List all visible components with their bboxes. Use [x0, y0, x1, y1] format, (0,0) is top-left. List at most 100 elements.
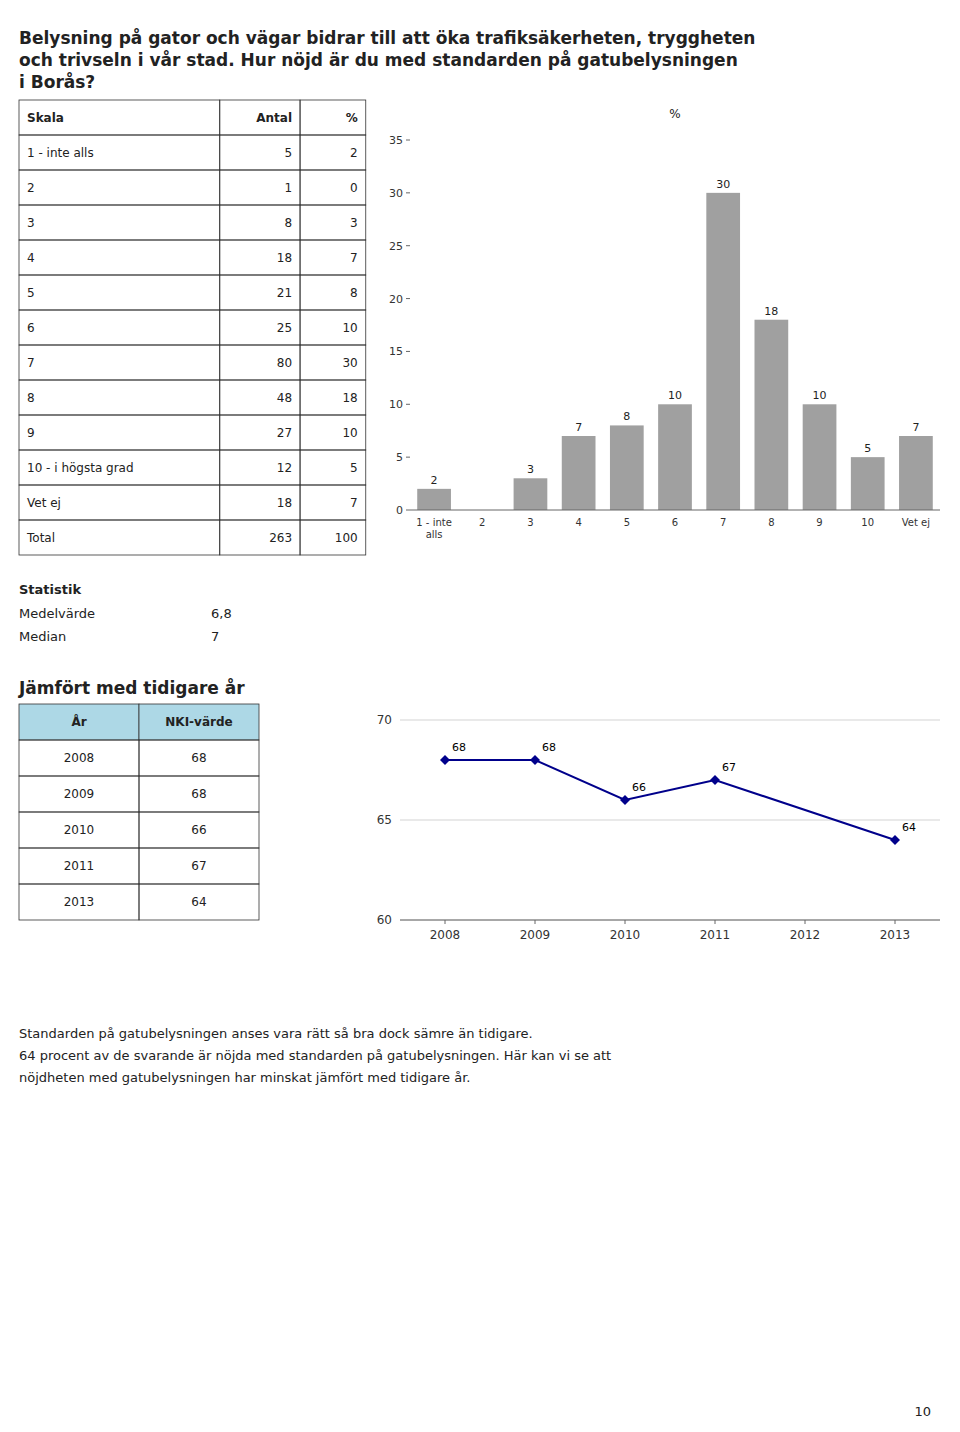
title: och trivseln i vår stad. Hur nöjd är du … [19, 49, 738, 70]
table-text: 2011 [64, 859, 95, 873]
table-text: 18 [277, 496, 292, 510]
tick-label: Vet ej [902, 517, 930, 528]
table-text: 2008 [64, 751, 95, 765]
tick-label: 2 [479, 517, 485, 528]
table-cell [19, 848, 139, 884]
table-header: NKI-värde [165, 715, 232, 729]
table-text: 10 [342, 426, 357, 440]
table-cell [19, 100, 220, 135]
table-cell [300, 380, 366, 415]
tick-label: 8 [768, 517, 774, 528]
table-text: 3 [350, 216, 358, 230]
table-text: 8 [284, 216, 292, 230]
data-label: 10 [668, 389, 682, 402]
x-axis [410, 510, 940, 511]
table-cell [220, 310, 300, 345]
bar [562, 436, 596, 510]
table: SkalaAntal%1 - inte alls5221038341875218… [19, 100, 366, 555]
table-cell [300, 415, 366, 450]
footer-text: nöjdheten med gatubelysningen har minska… [19, 1070, 471, 1085]
tick-label: 7 [720, 517, 726, 528]
tick-label: 2009 [520, 928, 551, 942]
stat-value: 7 [211, 629, 219, 644]
stat-label: Median [19, 629, 66, 644]
table-text: 2 [350, 146, 358, 160]
table-cell [300, 520, 366, 555]
table-cell [300, 345, 366, 380]
table-cell [220, 135, 300, 170]
table-text: 7 [350, 251, 358, 265]
bar [706, 193, 740, 510]
tick-label: 6 [672, 517, 678, 528]
table-text: 4 [27, 251, 35, 265]
data-label: 7 [575, 421, 582, 434]
table-cell [19, 740, 139, 776]
bar [417, 489, 451, 510]
table-text: 2013 [64, 895, 95, 909]
table-cell [19, 704, 139, 740]
table-cell [300, 170, 366, 205]
table-header: Antal [256, 111, 292, 125]
title: i Borås? [19, 71, 95, 92]
table-text: 18 [277, 251, 292, 265]
tick-label: 2012 [790, 928, 821, 942]
tick-label: 35 [389, 134, 403, 147]
table-cell [220, 450, 300, 485]
tick-label: 25 [389, 240, 403, 253]
table-text: Total [26, 531, 55, 545]
stat-title: Statistik [19, 582, 81, 597]
tick-label: 2011 [700, 928, 731, 942]
table-text: 5 [350, 461, 358, 475]
table-text: 8 [350, 286, 358, 300]
table-cell [139, 776, 259, 812]
data-label: 5 [864, 442, 871, 455]
tick-label-line: 1 - inte [416, 517, 452, 528]
page: Belysning på gator och vägar bidrar till… [0, 0, 960, 1432]
table-cell [139, 704, 259, 740]
stat-value: 6,8 [211, 606, 232, 621]
bar [851, 457, 885, 510]
table-text: 5 [27, 286, 35, 300]
tick-label: 0 [396, 504, 403, 517]
grid-line [400, 920, 940, 921]
tick-label: 15 [389, 345, 403, 358]
table-text: 10 [342, 321, 357, 335]
tick [406, 404, 410, 405]
table-cell [19, 450, 220, 485]
tick-label-line: alls [426, 529, 443, 540]
tick-label: 5 [624, 517, 630, 528]
table-cell [139, 740, 259, 776]
tick-label: 10 [861, 517, 874, 528]
table-text: 2010 [64, 823, 95, 837]
table-text: 0 [350, 181, 358, 195]
marker [890, 835, 900, 845]
bar [803, 404, 837, 510]
bars [417, 193, 933, 510]
table-text: 67 [191, 859, 206, 873]
tick-label-line: 3 [527, 517, 533, 528]
tick-label-line: 7 [720, 517, 726, 528]
table-cell [19, 240, 220, 275]
tick-label-line: 2 [479, 517, 485, 528]
tick-label: 65 [377, 813, 392, 827]
tick [406, 140, 410, 141]
data-label: 8 [623, 410, 630, 423]
table-cell [220, 485, 300, 520]
table-text: 48 [277, 391, 292, 405]
tick-label-line: 8 [768, 517, 774, 528]
table-cell [220, 520, 300, 555]
table-text: 1 - inte alls [27, 146, 94, 160]
tick [805, 920, 806, 924]
tick-label: 30 [389, 187, 403, 200]
tick [406, 192, 410, 193]
tick-label: 70 [377, 713, 392, 727]
bar [899, 436, 933, 510]
tick-label-line: 6 [672, 517, 678, 528]
tick-label-line: 10 [861, 517, 874, 528]
table-text: 30 [342, 356, 357, 370]
table-cell [300, 275, 366, 310]
table-text: 7 [27, 356, 35, 370]
footer-text: Standarden på gatubelysningen anses vara… [19, 1026, 533, 1041]
data-label: 67 [722, 761, 736, 774]
tick-label-line: 9 [816, 517, 822, 528]
